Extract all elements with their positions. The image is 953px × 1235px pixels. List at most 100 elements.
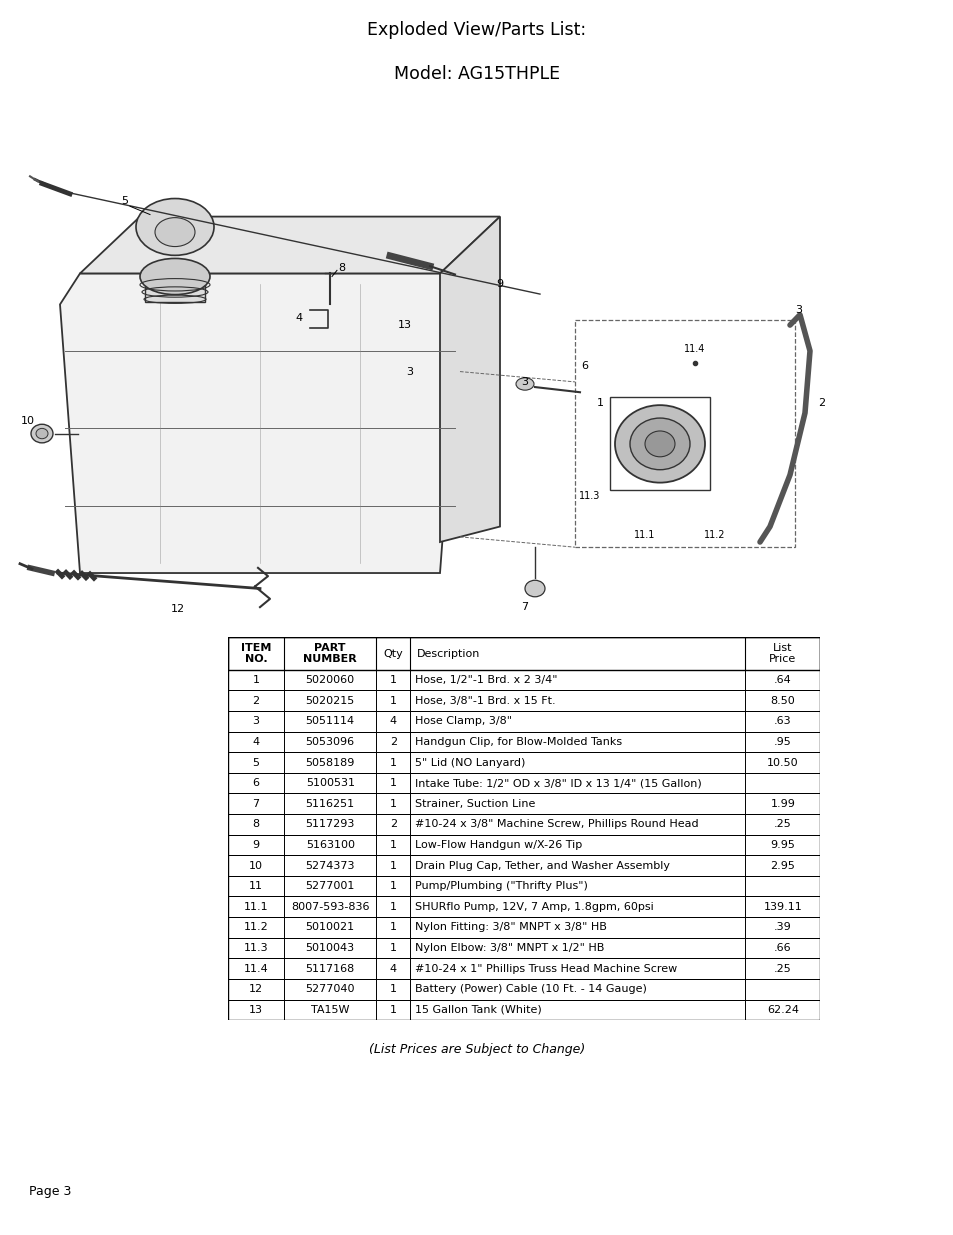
Text: ITEM
NO.: ITEM NO. xyxy=(241,642,271,664)
Text: 2: 2 xyxy=(253,695,259,705)
Text: 5" Lid (NO Lanyard): 5" Lid (NO Lanyard) xyxy=(415,757,525,767)
Text: 1: 1 xyxy=(390,799,396,809)
Text: Handgun Clip, for Blow-Molded Tanks: Handgun Clip, for Blow-Molded Tanks xyxy=(415,737,621,747)
Text: 8.50: 8.50 xyxy=(770,695,795,705)
Ellipse shape xyxy=(644,431,675,457)
Bar xyxy=(228,814,820,835)
Text: 13: 13 xyxy=(397,320,412,330)
Text: 7: 7 xyxy=(253,799,259,809)
Text: .64: .64 xyxy=(773,676,791,685)
Text: 6: 6 xyxy=(253,778,259,788)
Bar xyxy=(228,773,820,793)
Text: 1: 1 xyxy=(390,902,396,911)
Text: 1: 1 xyxy=(390,778,396,788)
Text: 1: 1 xyxy=(390,984,396,994)
Ellipse shape xyxy=(36,429,48,438)
Text: 6: 6 xyxy=(581,362,588,372)
Text: 10: 10 xyxy=(21,416,35,426)
Text: 2: 2 xyxy=(817,398,824,408)
Ellipse shape xyxy=(524,580,544,597)
Text: 12: 12 xyxy=(249,984,263,994)
Bar xyxy=(609,398,709,490)
Bar xyxy=(228,897,820,918)
Text: .63: .63 xyxy=(773,716,791,726)
Text: 11.1: 11.1 xyxy=(244,902,268,911)
Bar xyxy=(575,320,794,547)
Text: .39: .39 xyxy=(773,923,791,932)
Ellipse shape xyxy=(154,217,194,247)
Text: 5274373: 5274373 xyxy=(305,861,355,871)
Text: Hose, 3/8"-1 Brd. x 15 Ft.: Hose, 3/8"-1 Brd. x 15 Ft. xyxy=(415,695,556,705)
Text: Model: AG15THPLE: Model: AG15THPLE xyxy=(394,64,559,83)
Ellipse shape xyxy=(629,419,689,469)
Text: 11.2: 11.2 xyxy=(703,530,725,540)
Text: 5051114: 5051114 xyxy=(305,716,355,726)
Ellipse shape xyxy=(140,258,210,295)
Text: 9: 9 xyxy=(253,840,259,850)
Text: 1: 1 xyxy=(596,398,603,408)
Text: 5116251: 5116251 xyxy=(305,799,355,809)
Text: 1: 1 xyxy=(390,944,396,953)
Text: 2: 2 xyxy=(390,819,396,830)
Text: 5163100: 5163100 xyxy=(305,840,355,850)
Text: 5100531: 5100531 xyxy=(305,778,355,788)
Text: 5277040: 5277040 xyxy=(305,984,355,994)
Bar xyxy=(228,979,820,999)
Polygon shape xyxy=(60,273,459,573)
Bar xyxy=(228,793,820,814)
Text: Nylon Elbow: 3/8" MNPT x 1/2" HB: Nylon Elbow: 3/8" MNPT x 1/2" HB xyxy=(415,944,604,953)
Text: Low-Flow Handgun w/X-26 Tip: Low-Flow Handgun w/X-26 Tip xyxy=(415,840,582,850)
Bar xyxy=(228,711,820,731)
Text: 11.2: 11.2 xyxy=(244,923,268,932)
Text: 11: 11 xyxy=(249,881,263,892)
Bar xyxy=(228,918,820,937)
Text: 4: 4 xyxy=(253,737,259,747)
Text: 1: 1 xyxy=(390,840,396,850)
Bar xyxy=(228,690,820,711)
Text: Description: Description xyxy=(416,648,479,658)
Text: 11.3: 11.3 xyxy=(578,490,600,500)
Text: 1: 1 xyxy=(390,676,396,685)
Text: Hose, 1/2"-1 Brd. x 2 3/4": Hose, 1/2"-1 Brd. x 2 3/4" xyxy=(415,676,558,685)
Text: TA15W: TA15W xyxy=(311,1005,349,1015)
Text: .95: .95 xyxy=(773,737,791,747)
Text: 5010021: 5010021 xyxy=(305,923,355,932)
Text: 5117168: 5117168 xyxy=(305,963,355,973)
Bar xyxy=(228,835,820,856)
Bar xyxy=(228,876,820,897)
Text: 1: 1 xyxy=(253,676,259,685)
Ellipse shape xyxy=(516,378,534,390)
Text: 2: 2 xyxy=(390,737,396,747)
Text: 8: 8 xyxy=(337,263,345,273)
Text: 8007-593-836: 8007-593-836 xyxy=(291,902,369,911)
Bar xyxy=(228,669,820,690)
Text: SHURflo Pump, 12V, 7 Amp, 1.8gpm, 60psi: SHURflo Pump, 12V, 7 Amp, 1.8gpm, 60psi xyxy=(415,902,653,911)
Text: 4: 4 xyxy=(295,312,303,322)
Bar xyxy=(228,958,820,979)
Text: Drain Plug Cap, Tether, and Washer Assembly: Drain Plug Cap, Tether, and Washer Assem… xyxy=(415,861,670,871)
Text: 13: 13 xyxy=(249,1005,263,1015)
Text: Battery (Power) Cable (10 Ft. - 14 Gauge): Battery (Power) Cable (10 Ft. - 14 Gauge… xyxy=(415,984,646,994)
Text: #10-24 x 1" Phillips Truss Head Machine Screw: #10-24 x 1" Phillips Truss Head Machine … xyxy=(415,963,677,973)
Text: 3: 3 xyxy=(794,305,801,315)
Text: 5058189: 5058189 xyxy=(305,757,355,767)
Polygon shape xyxy=(145,277,205,303)
Text: Pump/Plumbing ("Thrifty Plus"): Pump/Plumbing ("Thrifty Plus") xyxy=(415,881,587,892)
Ellipse shape xyxy=(615,405,704,483)
Text: 5010043: 5010043 xyxy=(305,944,355,953)
Text: Exploded View/Parts List:: Exploded View/Parts List: xyxy=(367,21,586,40)
Text: #10-24 x 3/8" Machine Screw, Phillips Round Head: #10-24 x 3/8" Machine Screw, Phillips Ro… xyxy=(415,819,699,830)
Bar xyxy=(228,999,820,1020)
Text: Intake Tube: 1/2" OD x 3/8" ID x 13 1/4" (15 Gallon): Intake Tube: 1/2" OD x 3/8" ID x 13 1/4"… xyxy=(415,778,701,788)
Text: 11.1: 11.1 xyxy=(634,530,655,540)
Text: 5: 5 xyxy=(253,757,259,767)
Text: 3: 3 xyxy=(521,377,528,387)
Text: 11.3: 11.3 xyxy=(244,944,268,953)
Text: 5020215: 5020215 xyxy=(305,695,355,705)
Text: 5020060: 5020060 xyxy=(305,676,355,685)
Text: 1: 1 xyxy=(390,757,396,767)
Text: (List Prices are Subject to Change): (List Prices are Subject to Change) xyxy=(369,1044,584,1056)
Text: 1: 1 xyxy=(390,695,396,705)
Text: 5: 5 xyxy=(121,196,129,206)
Text: 9: 9 xyxy=(496,279,503,289)
